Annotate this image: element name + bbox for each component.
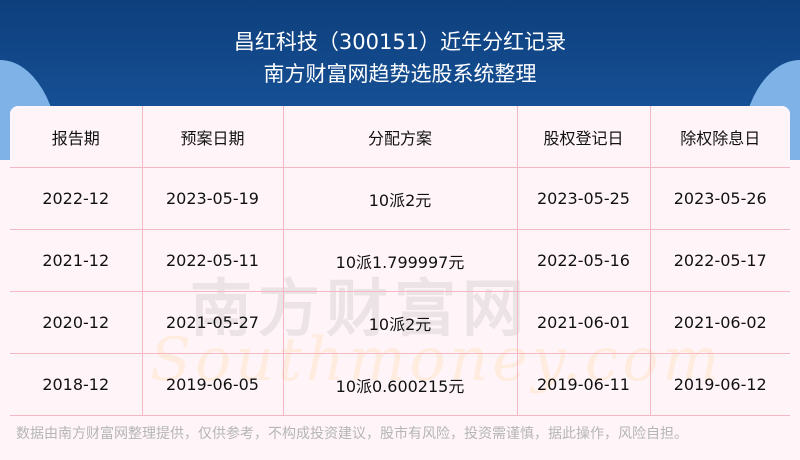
table-cell: 2020-12 xyxy=(10,291,142,354)
table-cell: 2023-05-19 xyxy=(141,167,283,230)
table-cell: 10派0.600215元 xyxy=(282,353,517,416)
table-cell: 2018-12 xyxy=(10,353,142,416)
column-header: 股权登记日 xyxy=(516,106,650,168)
page-subtitle: 南方财富网趋势选股系统整理 xyxy=(263,62,537,86)
table-cell: 2021-12 xyxy=(10,229,142,292)
table-cell: 2021-05-27 xyxy=(141,291,283,354)
column-header: 报告期 xyxy=(10,106,142,168)
table-cell: 2022-05-16 xyxy=(516,229,650,292)
table-row: 2020-12 2021-05-27 10派2元 2021-06-01 2021-06-… xyxy=(10,291,790,354)
disclaimer: 数据由南方财富网整理提供，仅供参考，不构成投资建议，股市有风险，投资需谨慎，据此… xyxy=(16,426,688,442)
table-row: 2021-12 2022-05-11 10派1.799997元 2022-05-16 2… xyxy=(10,229,790,292)
table-cell: 2021-06-01 xyxy=(516,291,650,354)
column-header: 预案日期 xyxy=(141,106,283,168)
column-header: 分配方案 xyxy=(282,106,517,168)
table-cell: 2022-05-17 xyxy=(649,229,790,292)
table-cell: 2022-12 xyxy=(10,167,142,230)
table-cell: 2021-06-02 xyxy=(649,291,790,354)
table-cell: 10派1.799997元 xyxy=(282,229,517,292)
table-cell: 2022-05-11 xyxy=(141,229,283,292)
table-cell: 2023-05-25 xyxy=(516,167,650,230)
table-cell: 2019-06-12 xyxy=(649,353,790,416)
table-row: 2022-12 2023-05-19 10派2元 2023-05-25 2023-05-… xyxy=(10,167,790,230)
table-cell: 2019-06-05 xyxy=(141,353,283,416)
table-cell: 10派2元 xyxy=(282,167,517,230)
table-row: 2018-12 2019-06-05 10派0.600215元 2019-06-11 2… xyxy=(10,353,790,416)
table-cell: 2019-06-11 xyxy=(516,353,650,416)
page-title: 昌红科技（300151）近年分红记录 xyxy=(233,30,567,54)
dividend-table: 报告期 预案日期 分配方案 股权登记日 除权除息日 2022-12 2023-05… xyxy=(10,106,790,416)
table-cell: 10派2元 xyxy=(282,291,517,354)
column-header: 除权除息日 xyxy=(649,106,790,168)
table-header-row: 报告期 预案日期 分配方案 股权登记日 除权除息日 xyxy=(10,106,790,168)
table-cell: 2023-05-26 xyxy=(649,167,790,230)
